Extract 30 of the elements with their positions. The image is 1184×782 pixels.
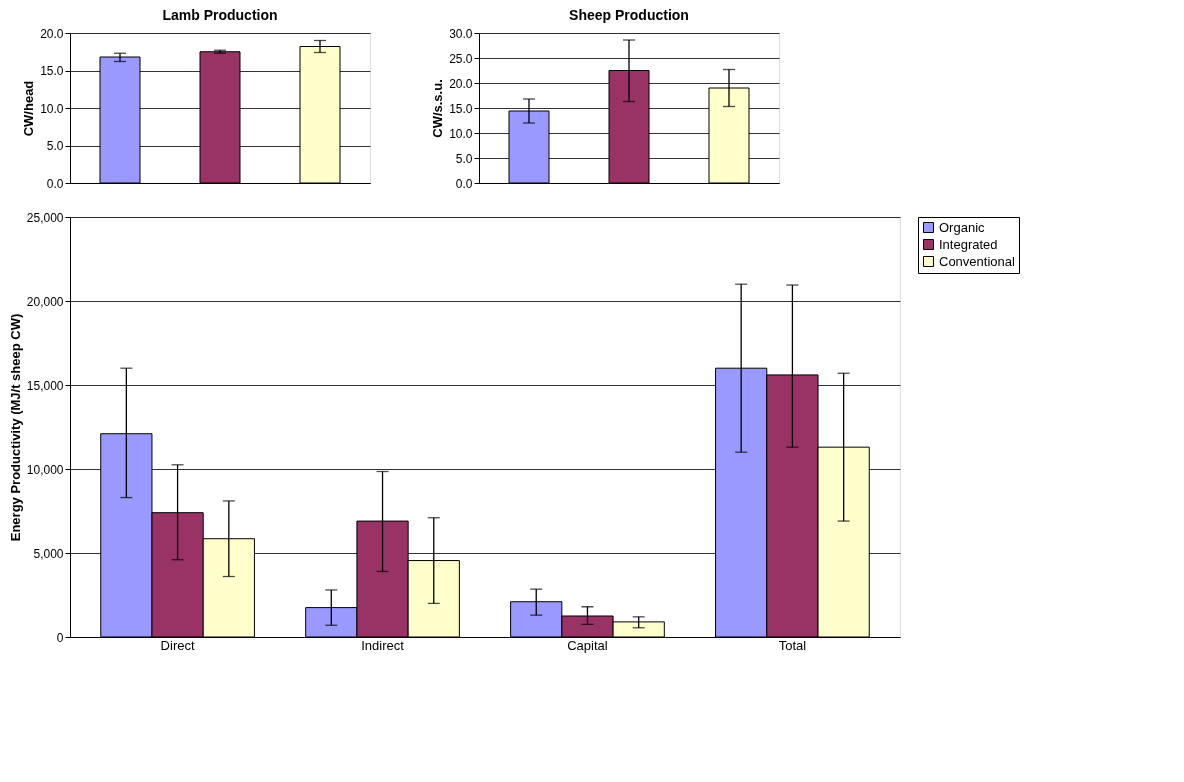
y-tick-label: 10.0	[449, 126, 473, 141]
legend-label: Conventional	[939, 253, 1015, 269]
y-tick-label: 20.0	[40, 26, 64, 41]
y-tick-label: 30.0	[449, 26, 473, 41]
y-tick-label: 15.0	[40, 64, 64, 78]
y-tick-label: 10.0	[40, 101, 64, 116]
x-tick-label: Direct	[160, 637, 195, 653]
y-tick-label: 0	[56, 630, 64, 645]
y-tick-label: 0.0	[455, 176, 473, 191]
y-axis-title: CW/head	[21, 80, 37, 137]
legend-label: Integrated	[939, 236, 998, 252]
y-tick-label: 0.0	[46, 176, 64, 191]
y-tick-label: 15.0	[449, 101, 473, 116]
x-tick-label: Capital	[567, 637, 608, 653]
y-tick-label: 20.0	[449, 76, 473, 91]
legend-label: Organic	[939, 219, 986, 235]
y-tick-label: 25,000	[26, 210, 64, 225]
y-tick-label: 5.0	[46, 139, 64, 153]
x-tick-label: Total	[778, 637, 807, 653]
chart-title: Sheep Production	[569, 7, 689, 23]
y-axis-title: CW/s.s.u.	[430, 79, 446, 138]
y-tick-label: 20,000	[26, 294, 64, 309]
y-tick-label: 5,000	[33, 546, 64, 561]
y-tick-label: 5.0	[455, 151, 473, 166]
y-axis-title: Energy Productivity (MJ/t sheep CW)	[7, 313, 23, 542]
y-tick-label: 25.0	[449, 51, 473, 66]
x-tick-label: Indirect	[361, 637, 405, 653]
y-tick-label: 10,000	[26, 462, 64, 477]
y-tick-label: 15,000	[26, 378, 64, 393]
chart-title: Lamb Production	[162, 7, 278, 23]
